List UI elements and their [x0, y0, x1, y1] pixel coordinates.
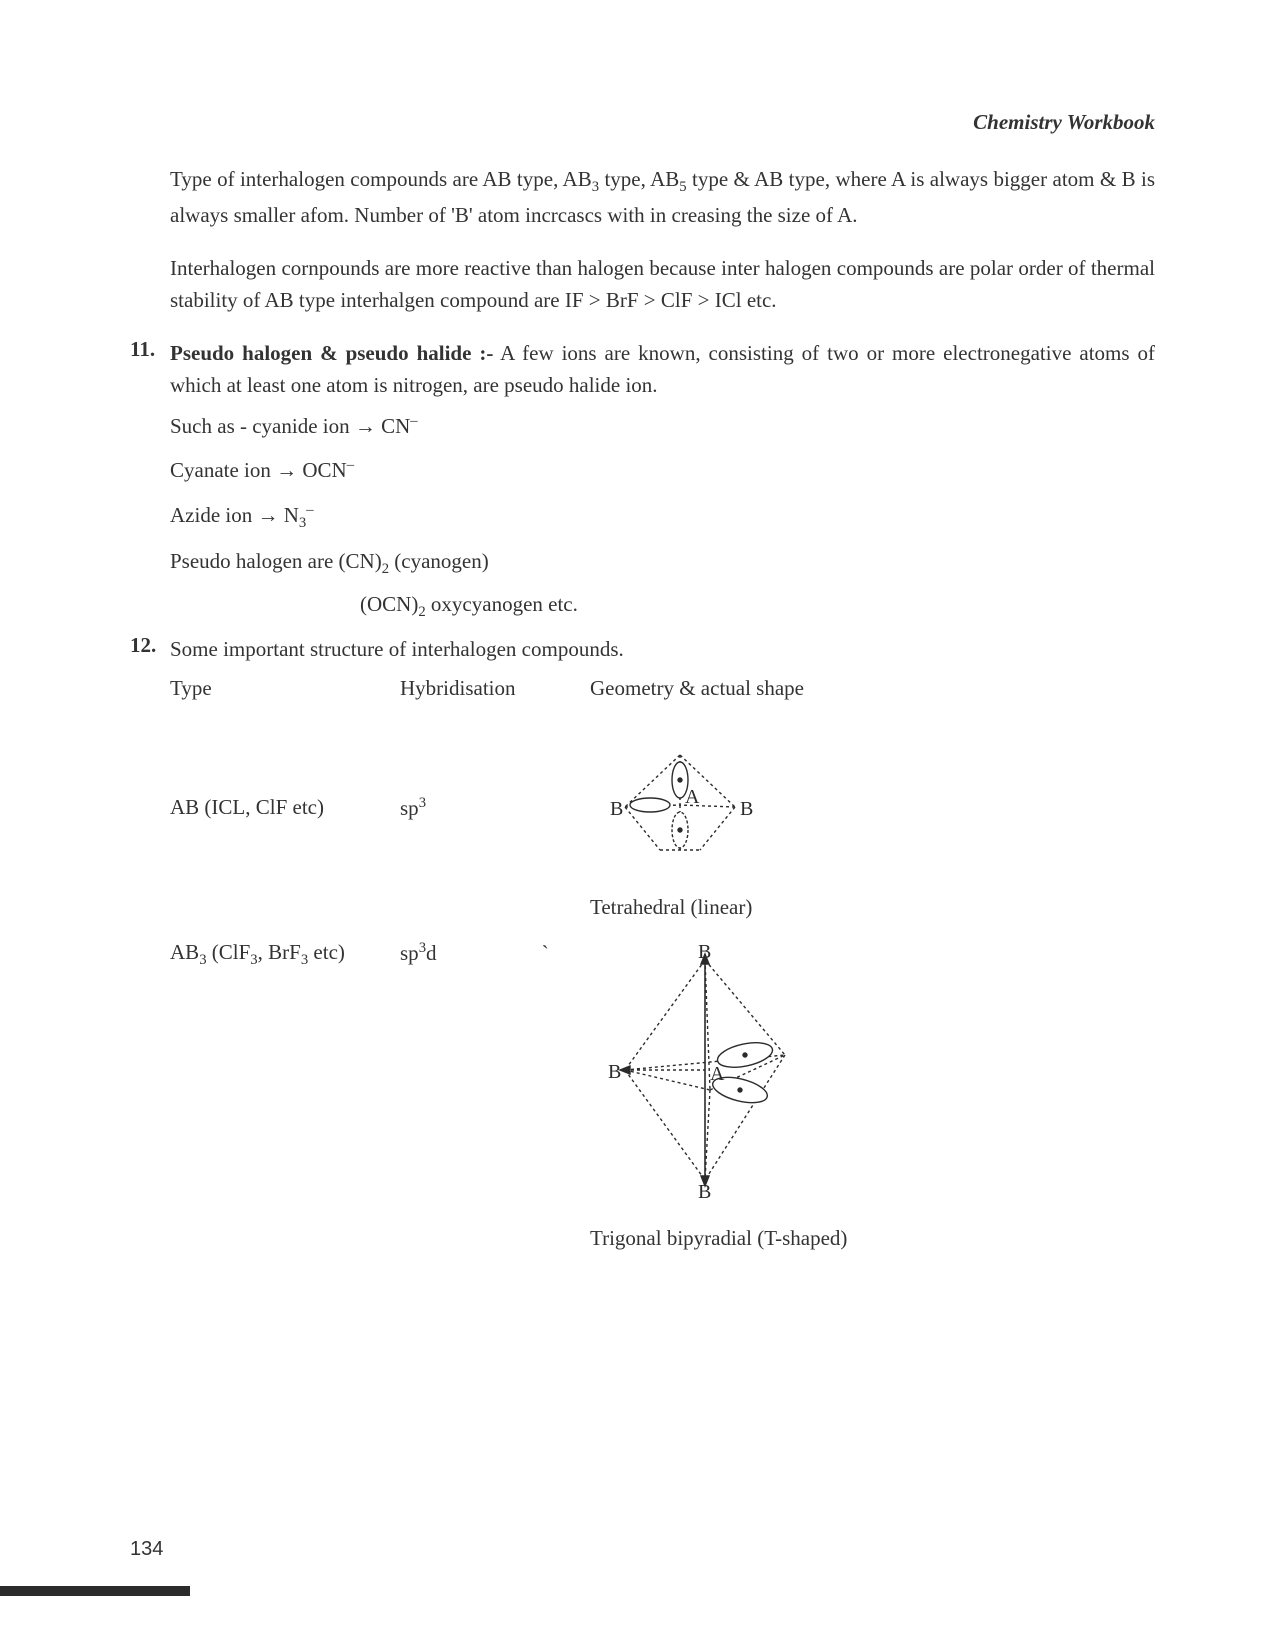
text: d [426, 941, 437, 965]
text: type, AB [599, 167, 679, 191]
item-title: Pseudo halogen & pseudo halide :- [170, 341, 493, 365]
pseudo-line-5: (OCN)2 oxycyanogen etc. [360, 592, 1155, 621]
intro-para-1: Type of interhalogen compounds are AB ty… [170, 163, 1155, 232]
sup: – [410, 413, 417, 429]
caption-tetrahedral: Tetrahedral (linear) [590, 895, 1155, 920]
sub: 2 [382, 561, 389, 577]
sup: – [347, 457, 354, 473]
text: Cyanate ion → OCN [170, 458, 347, 482]
tetrahedral-diagram: A B B [590, 745, 770, 865]
item-11: 11. Pseudo halogen & pseudo halide :- A … [130, 337, 1155, 402]
cell-type: AB3 (ClF3, BrF3 etc) [170, 940, 400, 969]
text: Such as - cyanide ion → CN [170, 414, 410, 438]
col-hybridisation: Hybridisation [400, 676, 590, 701]
pseudo-line-1: Such as - cyanide ion → CN– [170, 410, 1155, 443]
text: AB [170, 940, 199, 964]
cell-type: AB (ICL, ClF etc) [170, 795, 400, 820]
text: sp [400, 796, 419, 820]
cell-hybrid: sp3 [400, 795, 590, 821]
col-type: Type [170, 676, 400, 701]
text: Type of interhalogen compounds are AB ty… [170, 167, 592, 191]
sup: 3 [419, 795, 426, 811]
structure-table: Type Hybridisation Geometry & actual sha… [170, 676, 1155, 871]
pseudo-line-3: Azide ion → N3– [170, 499, 1155, 534]
page-header: Chemistry Workbook [130, 110, 1155, 135]
item-number: 12. [130, 633, 170, 666]
label-b-left: B [608, 1061, 621, 1083]
sup: – [306, 502, 313, 518]
text: etc) [308, 940, 345, 964]
text: (ClF [207, 940, 251, 964]
footer-bar [0, 1586, 190, 1596]
label-b-bottom: B [698, 1181, 711, 1200]
label-b1: B [610, 798, 623, 820]
item-number: 11. [130, 337, 170, 402]
sub: 3 [592, 179, 599, 195]
text: Pseudo halogen are (CN) [170, 549, 382, 573]
text: oxycyanogen etc. [426, 592, 578, 616]
label-a: A [685, 786, 700, 808]
item-body: Some important structure of interhalogen… [170, 633, 1155, 666]
cell-geometry: A B B [590, 745, 1155, 871]
col-geometry: Geometry & actual shape [590, 676, 1155, 701]
item-12: 12. Some important structure of interhal… [130, 633, 1155, 666]
label-a: A [710, 1063, 725, 1085]
page-number: 134 [130, 1538, 163, 1561]
intro-para-2: Interhalogen cornpounds are more reactiv… [170, 252, 1155, 317]
table-row-ab3: AB3 (ClF3, BrF3 etc) sp3d ` [170, 940, 1155, 1206]
text: sp [400, 941, 419, 965]
cell-geometry: A B B B [590, 940, 1155, 1206]
item-body: Pseudo halogen & pseudo halide :- A few … [170, 337, 1155, 402]
text: (cyanogen) [389, 549, 489, 573]
sub: 5 [679, 179, 686, 195]
pseudo-line-4: Pseudo halogen are (CN)2 (cyanogen) [170, 546, 1155, 580]
table-row-ab: AB (ICL, ClF etc) sp3 [170, 745, 1155, 871]
structure-table-2: AB3 (ClF3, BrF3 etc) sp3d ` [170, 940, 1155, 1206]
cell-hybrid: sp3d ` [400, 940, 590, 966]
caption-trigonal: Trigonal bipyradial (T-shaped) [590, 1226, 1155, 1251]
sub: 3 [250, 952, 257, 968]
sub: 3 [199, 952, 206, 968]
sub: 2 [418, 604, 425, 620]
table-header-row: Type Hybridisation Geometry & actual sha… [170, 676, 1155, 701]
pseudo-line-2: Cyanate ion → OCN– [170, 454, 1155, 487]
text: (OCN) [360, 592, 418, 616]
sup: 3 [419, 940, 426, 956]
label-b2: B [740, 798, 753, 820]
text: , BrF [258, 940, 301, 964]
label-b-top: B [698, 941, 711, 963]
trigonal-bipyramidal-diagram: A B B B [590, 940, 820, 1200]
text: Azide ion → N [170, 503, 299, 527]
